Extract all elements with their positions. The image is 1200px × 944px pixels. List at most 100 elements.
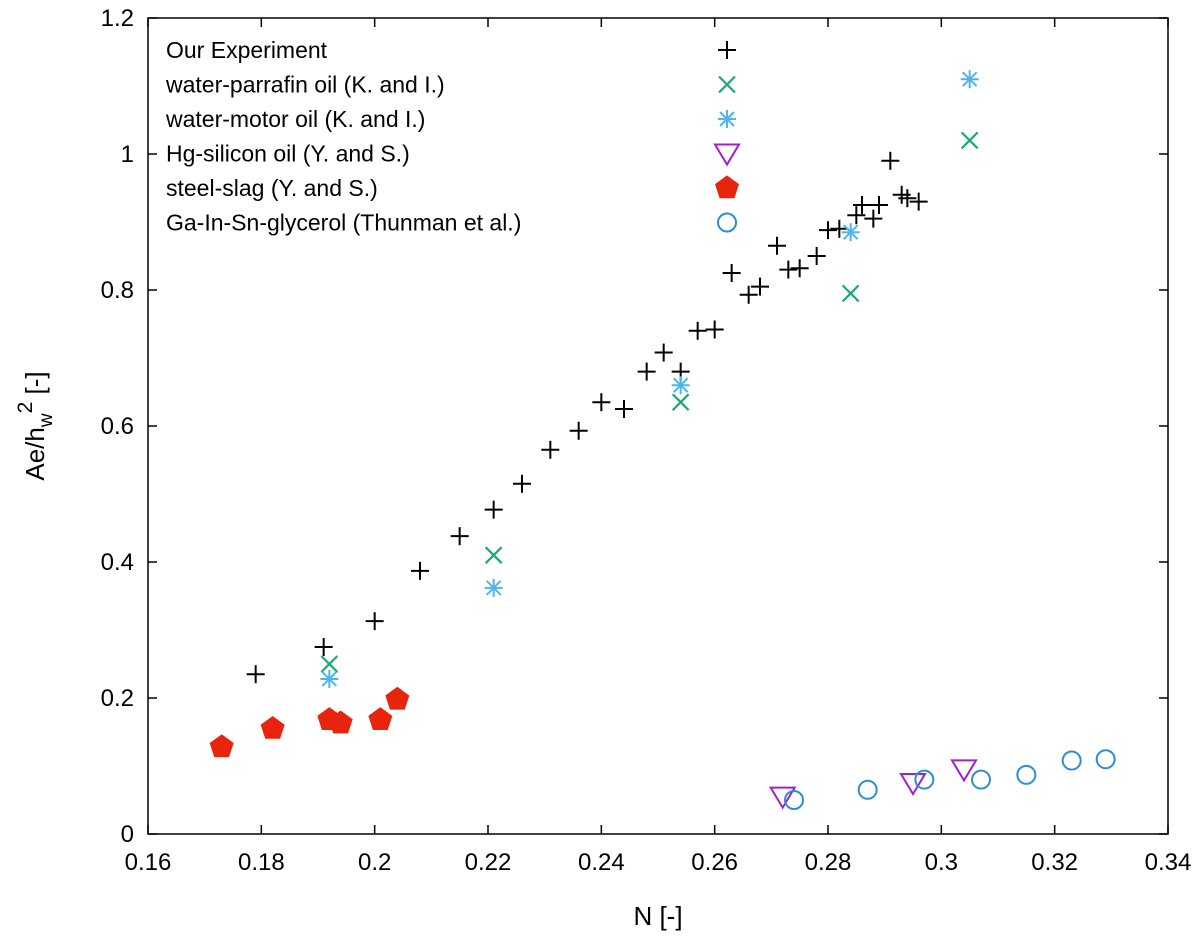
y-tick-label: 1.2 [101, 5, 134, 32]
data-point [1061, 750, 1082, 771]
data-point [870, 196, 888, 214]
legend-item: Hg-silicon oil (Y. and S.) [166, 141, 741, 167]
data-point [881, 151, 900, 170]
data-point [688, 321, 707, 340]
data-series [209, 70, 1116, 810]
y-tick-label: 0.2 [101, 685, 134, 712]
axis-tick-labels: 0.16 0.18 0.2 0.22 0.24 0.26 0.28 0.3 0.32 0.34 0 0… [101, 5, 1192, 876]
data-point [209, 734, 234, 758]
data-point [807, 247, 826, 265]
series-0 [246, 151, 928, 684]
x-tick-label: 0.18 [238, 849, 285, 876]
x-tick-label: 0.34 [1145, 849, 1192, 876]
data-point [328, 710, 353, 734]
data-point [314, 638, 333, 656]
data-point [592, 393, 611, 412]
y-tick-label: 0.6 [101, 413, 134, 440]
data-point [320, 669, 339, 688]
data-point [569, 421, 588, 440]
legend-marker [718, 41, 736, 59]
data-point [784, 790, 804, 810]
legend-marker [717, 212, 737, 233]
data-point [637, 362, 656, 381]
data-point [671, 393, 690, 411]
series-2 [320, 70, 979, 688]
legend-item: Ga-In-Sn-glycerol (Thunman et al.) [166, 210, 737, 236]
data-point [768, 236, 786, 255]
data-point [857, 779, 878, 800]
legend-item: steel-slag (Y. and S.) [166, 175, 739, 201]
axis-ticks [147, 17, 1169, 835]
legend-marker [718, 75, 736, 94]
data-point [705, 320, 724, 339]
x-tick-label: 0.22 [465, 849, 512, 876]
x-tick-label: 0.2 [358, 849, 391, 876]
legend-label: Our Experiment [166, 37, 328, 63]
data-point [450, 527, 469, 546]
legend: Our Experiment water-parrafin oil (K. and… [165, 37, 741, 236]
series-5 [784, 749, 1116, 810]
data-point [541, 440, 560, 459]
data-point [898, 189, 917, 208]
data-point [779, 260, 798, 279]
legend-marker [718, 110, 736, 128]
data-point [484, 546, 503, 564]
data-point [385, 686, 410, 710]
data-point [260, 715, 285, 739]
data-point [722, 264, 741, 282]
data-point [484, 578, 503, 597]
data-point [790, 259, 809, 278]
data-point [830, 219, 849, 238]
x-tick-label: 0.3 [925, 849, 958, 876]
data-point [739, 285, 758, 304]
x-tick-label: 0.16 [125, 849, 172, 876]
data-point [411, 561, 429, 580]
data-point [365, 612, 384, 631]
data-point [909, 192, 928, 211]
x-axis-label: N [-] [633, 901, 682, 931]
legend-label: steel-slag (Y. and S.) [166, 175, 378, 201]
data-point [864, 209, 883, 228]
legend-marker [713, 143, 741, 167]
data-point [914, 769, 935, 790]
y-tick-label: 1 [121, 141, 134, 168]
x-tick-label: 0.24 [578, 849, 625, 876]
data-point [960, 70, 979, 89]
data-point [513, 474, 531, 493]
data-point [751, 277, 769, 296]
data-point [246, 665, 265, 684]
data-point [971, 769, 991, 790]
legend-label: Ga-In-Sn-glycerol (Thunman et al.) [166, 210, 521, 236]
legend-item: Our Experiment [166, 37, 736, 63]
data-point [368, 707, 393, 730]
data-point [1095, 749, 1116, 770]
legend-marker [715, 175, 739, 199]
legend-item: water-parrafin oil (K. and I.) [165, 72, 736, 98]
data-point [484, 500, 503, 519]
data-point [654, 343, 673, 362]
data-point [1016, 764, 1037, 785]
series-4 [209, 686, 410, 758]
data-point [768, 786, 797, 810]
legend-label: water-motor oil (K. and I.) [165, 106, 425, 132]
legend-label: water-parrafin oil (K. and I.) [165, 72, 445, 98]
y-tick-label: 0.4 [101, 549, 134, 576]
data-point [841, 284, 860, 303]
data-point [615, 400, 633, 418]
x-tick-label: 0.28 [805, 849, 852, 876]
data-point [847, 206, 866, 225]
legend-label: Hg-silicon oil (Y. and S.) [166, 141, 410, 167]
data-point [819, 221, 837, 240]
data-point [853, 196, 871, 214]
x-tick-label: 0.32 [1031, 849, 1078, 876]
y-tick-label: 0.8 [101, 277, 134, 304]
data-point [950, 759, 978, 783]
data-point [960, 131, 979, 150]
series-3 [768, 759, 978, 810]
data-point [671, 376, 690, 395]
y-tick-label: 0 [121, 821, 134, 848]
x-tick-label: 0.26 [691, 849, 738, 876]
data-point [841, 223, 860, 242]
series-1 [320, 131, 979, 673]
